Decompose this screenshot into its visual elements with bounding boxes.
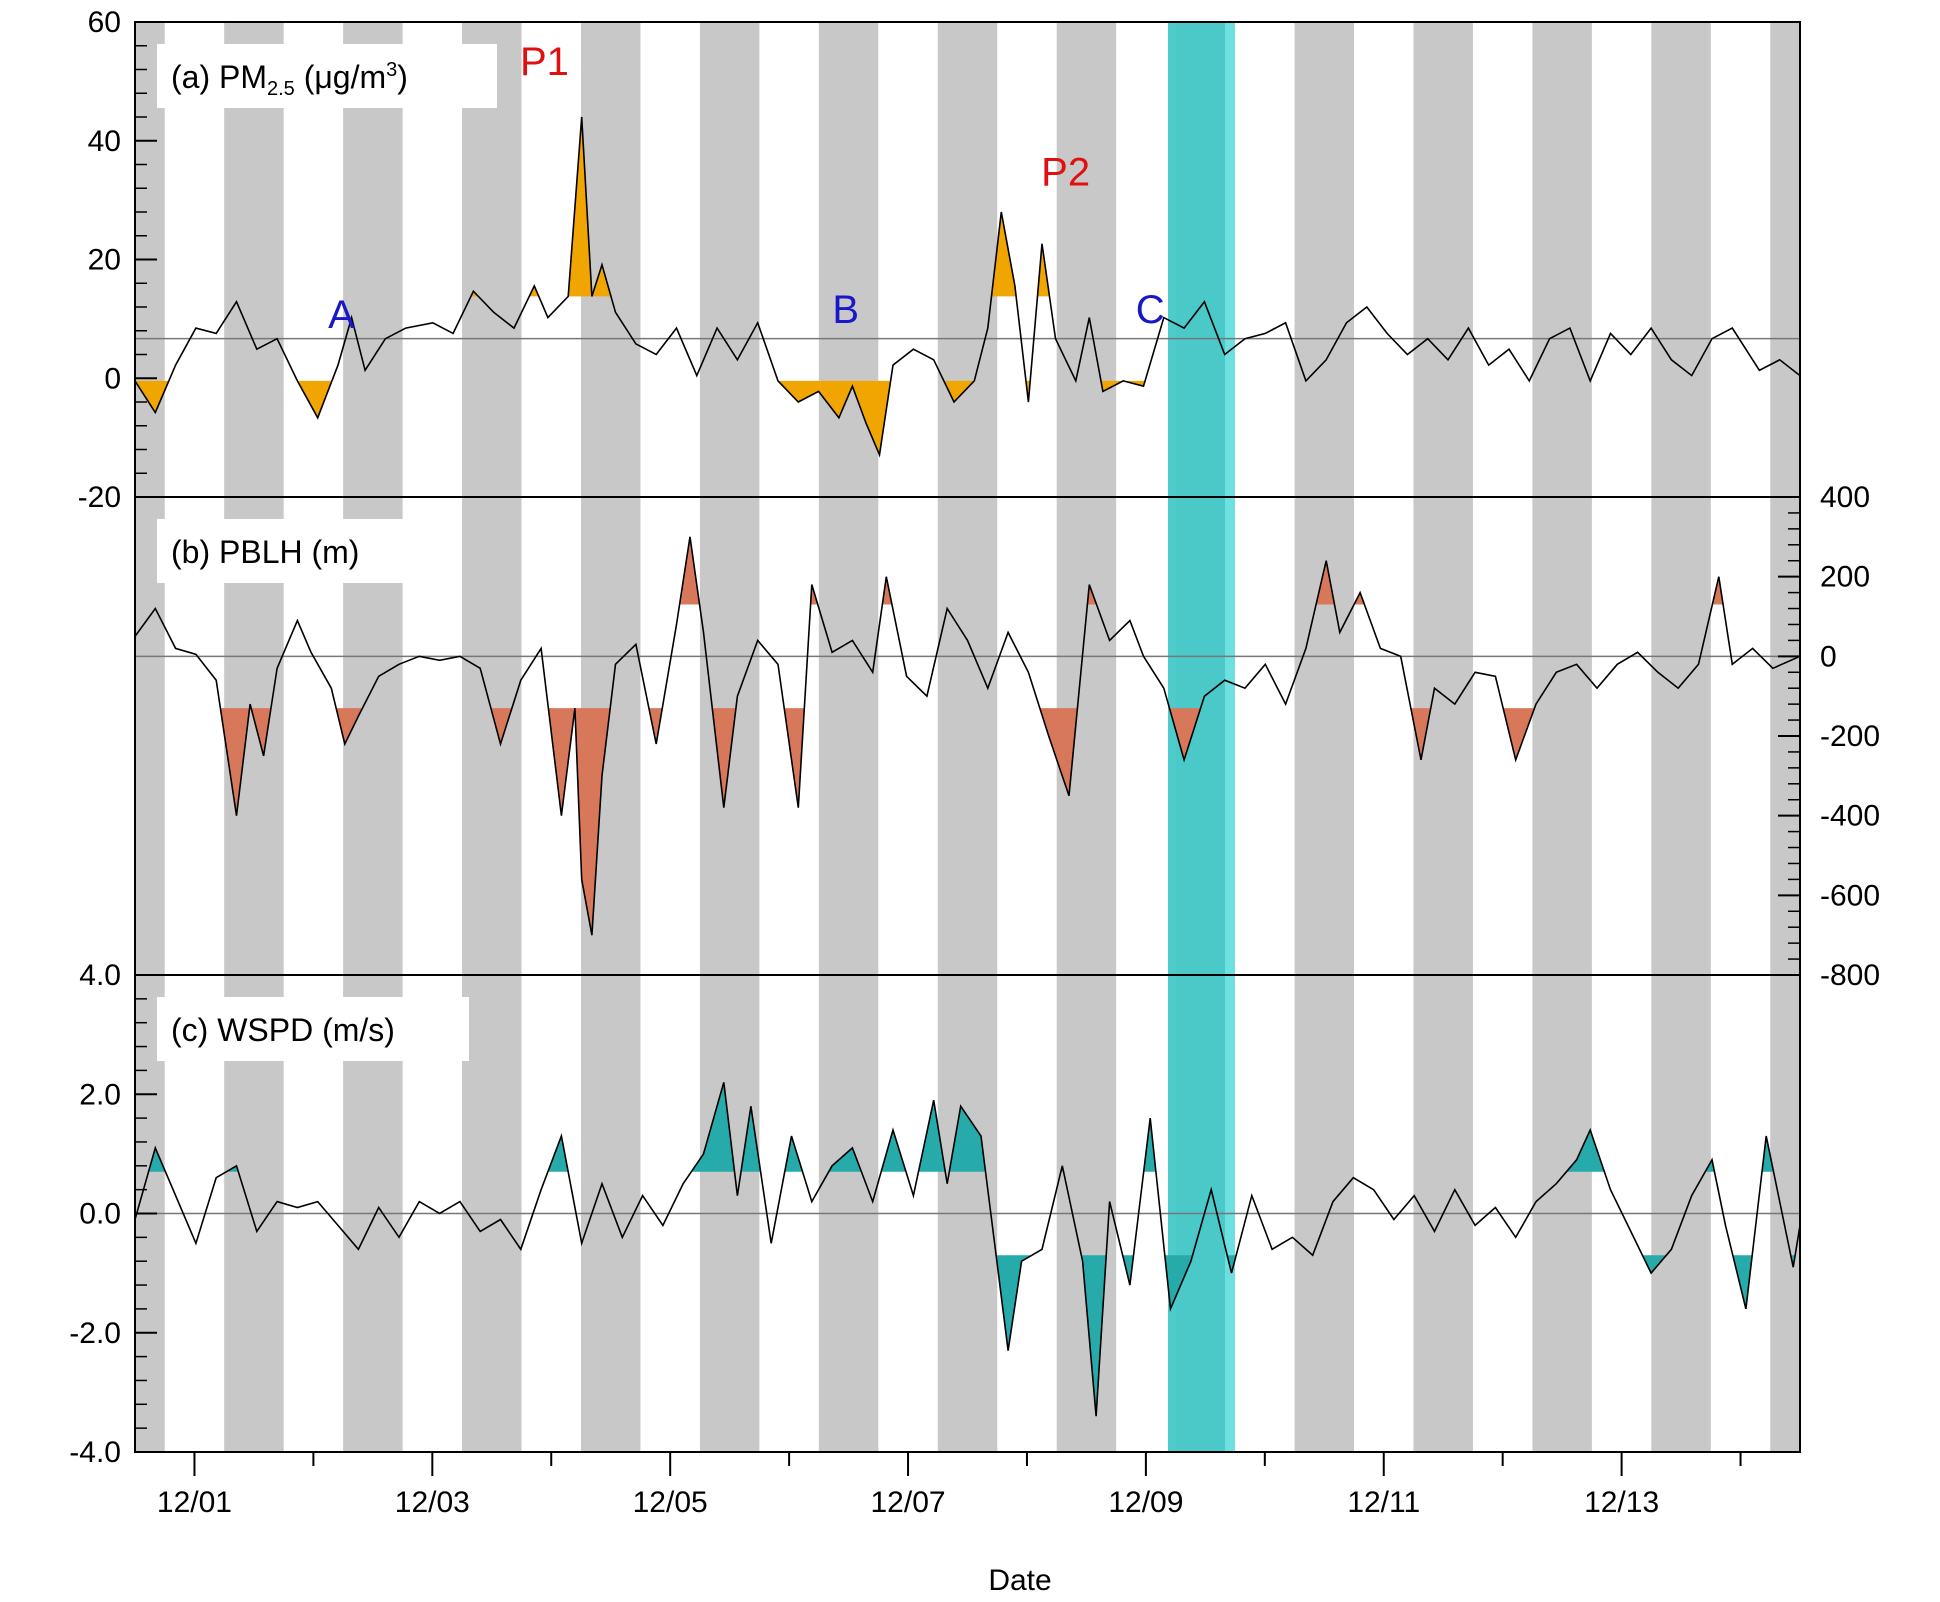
annotation-p1: P1	[520, 40, 569, 84]
series-line-a	[134, 116, 1801, 458]
night-band	[343, 22, 403, 1452]
exceedance-fill	[778, 380, 891, 455]
exceedance-fill	[882, 576, 892, 605]
y-tick-label: 2.0	[79, 1078, 121, 1111]
exceedance-fill	[529, 285, 539, 297]
exceedance-fill	[1081, 1255, 1107, 1417]
panel-label-text: (c) WSPD (m/s)	[171, 1012, 395, 1048]
x-tick-label: 12/11	[1347, 1486, 1420, 1519]
panel-label-end: )	[397, 59, 408, 95]
panel-label-box	[157, 997, 469, 1061]
x-tick-label: 12/13	[1584, 1486, 1659, 1519]
exceedance-fill	[784, 1136, 803, 1172]
exceedance-fill	[548, 708, 575, 816]
y-tick-label: -400	[1820, 800, 1880, 833]
panel-label-b: (b) PBLH (m)	[171, 534, 359, 570]
y-tick-label: -800	[1820, 959, 1880, 992]
night-band	[1294, 22, 1355, 1452]
exceedance-fill	[918, 1100, 946, 1172]
x-tick-label: 12/09	[1108, 1486, 1183, 1519]
y-tick-label: -4.0	[69, 1436, 121, 1469]
exceedance-fill	[1122, 1255, 1134, 1285]
exceedance-fill	[991, 212, 1017, 297]
night-band	[1651, 22, 1711, 1452]
exceedance-fill	[547, 1136, 569, 1172]
y-tick-label: 200	[1820, 561, 1870, 594]
panel-label-text: (a) PM	[171, 59, 267, 95]
exceedance-fill	[148, 1147, 166, 1172]
annotation-p2: P2	[1041, 151, 1090, 195]
exceedance-fill	[1316, 560, 1335, 605]
y-tick-label: 20	[88, 244, 121, 277]
x-tick-label: 12/03	[395, 1486, 470, 1519]
exceedance-fill	[712, 708, 736, 808]
panel-label-a: (a) PM2.5 (μg/m3)	[171, 59, 408, 100]
exceedance-fill	[1037, 243, 1050, 297]
night-band	[937, 22, 998, 1452]
annotation-c: C	[1136, 288, 1165, 332]
y-tick-label: 400	[1820, 481, 1870, 514]
exceedance-fill	[996, 1255, 1032, 1351]
series-layer	[134, 116, 1801, 1417]
axes-layer	[134, 21, 1801, 1476]
exceedance-fill	[568, 117, 592, 297]
exceedance-fill	[220, 708, 250, 816]
exceedance-fill	[828, 1147, 862, 1172]
exceedance-fill	[881, 1130, 906, 1172]
annotation-b: B	[832, 288, 859, 332]
y-tick-label: 60	[88, 6, 121, 39]
event-band-edge	[1225, 22, 1235, 1452]
exceedance-fill	[1712, 576, 1724, 605]
exceedance-fill	[1410, 708, 1431, 760]
exceedance-fill	[574, 708, 611, 936]
y-tick-label: -600	[1820, 879, 1880, 912]
y-tick-label: 4.0	[79, 959, 121, 992]
panel-label-box	[157, 519, 419, 583]
panel-label-c: (c) WSPD (m/s)	[171, 1012, 395, 1048]
exceedance-fill	[1354, 592, 1365, 605]
exceedance-fill	[1143, 1118, 1156, 1172]
exceedance-fill	[1039, 708, 1078, 796]
exceedance-fill	[691, 1082, 735, 1172]
exceedance-fill	[741, 1106, 761, 1172]
panel-label-box	[157, 44, 497, 108]
exceedance-fill	[251, 708, 271, 756]
exceedance-fill	[1164, 1255, 1193, 1309]
panel-label-sup: 3	[386, 59, 397, 81]
exceedance-fill	[1642, 1255, 1667, 1274]
night-band	[1532, 22, 1592, 1452]
x-tick-label: 12/07	[870, 1486, 945, 1519]
x-tick-label: 12/01	[157, 1486, 232, 1519]
exceedance-fill	[1169, 708, 1201, 760]
panel-label-sub: 2.5	[267, 78, 295, 100]
night-band	[818, 22, 879, 1452]
exceedance-fill	[490, 708, 512, 744]
annotation-a: A	[328, 293, 355, 337]
panel-label-text: (b) PBLH (m)	[171, 534, 359, 570]
exceedance-fill	[591, 264, 611, 297]
x-axis-label: Date	[988, 1564, 1051, 1597]
series-line-c	[134, 1082, 1801, 1417]
exceedance-fill	[1503, 708, 1535, 760]
y-tick-label: -200	[1820, 720, 1880, 753]
y-tick-label: 0	[104, 362, 121, 395]
series-line-b	[134, 536, 1801, 936]
y-tick-label: -2.0	[69, 1317, 121, 1350]
y-tick-label: -20	[78, 481, 121, 514]
exceedance-fill	[648, 708, 663, 744]
exceedance-fill	[1227, 1255, 1237, 1274]
exceedance-fill	[943, 380, 975, 402]
x-tick-label: 12/05	[633, 1486, 708, 1519]
exceedance-fill	[135, 380, 169, 413]
exceedance-fill	[679, 536, 700, 605]
exceedance-fill	[1762, 1136, 1774, 1172]
night-shading-layer	[135, 22, 1800, 1452]
y-tick-label: 0	[1820, 640, 1837, 673]
y-tick-label: 40	[88, 125, 121, 158]
panel-label-suffix: (μg/m	[295, 59, 386, 95]
exceedance-fill	[297, 380, 332, 418]
y-tick-label: 0.0	[79, 1198, 121, 1231]
